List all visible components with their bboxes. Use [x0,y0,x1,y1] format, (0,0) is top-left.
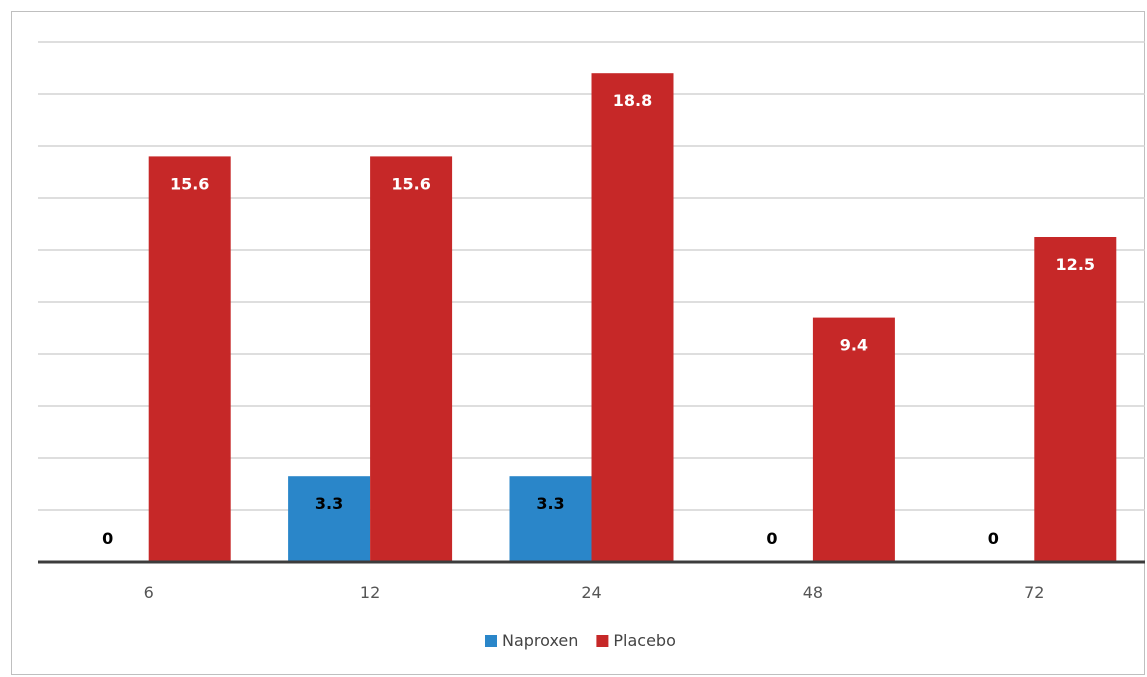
bar-placebo [591,73,674,562]
x-tick-label: 6 [144,583,154,602]
data-label-naproxen: 0 [102,529,113,548]
x-tick-label: 12 [360,583,380,602]
data-label-naproxen: 0 [766,529,777,548]
data-label-placebo: 15.6 [170,174,209,193]
bar-naproxen [509,476,592,562]
data-label-naproxen: 3.3 [536,494,564,513]
legend-swatch-placebo [596,635,609,647]
legend-label-naproxen: Naproxen [502,631,578,650]
data-label-placebo: 18.8 [613,91,652,110]
data-label-placebo: 12.5 [1056,255,1095,274]
legend: Naproxen Placebo [485,631,676,650]
bars [148,73,1117,562]
legend-label-placebo: Placebo [613,631,675,650]
bar-naproxen [288,476,371,562]
bar-placebo [812,317,895,562]
x-tick-labels: 6 12 24 48 72 [144,583,1045,602]
legend-swatch-naproxen [485,635,497,647]
data-label-naproxen: 3.3 [315,494,343,513]
data-label-naproxen: 0 [988,529,999,548]
data-label-placebo: 9.4 [840,336,868,355]
bar-placebo [148,156,231,562]
x-tick-label: 48 [803,583,823,602]
x-tick-label: 72 [1024,583,1044,602]
bar-placebo [370,156,453,562]
data-label-placebo: 15.6 [391,174,430,193]
bar-placebo [1034,237,1117,562]
x-tick-label: 24 [581,583,601,602]
data-labels: 0 15.6 3.3 15.6 3.3 18.8 0 9.4 0 12.5 [102,91,1095,548]
